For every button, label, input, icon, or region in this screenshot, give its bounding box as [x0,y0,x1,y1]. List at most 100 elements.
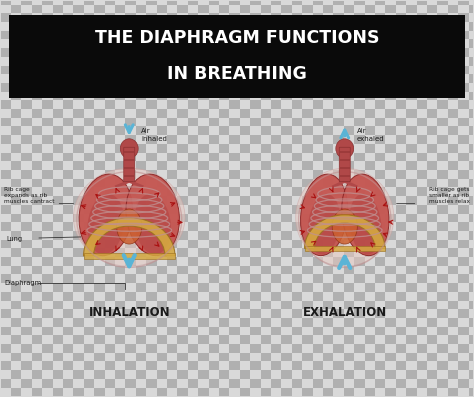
Bar [11,266,21,274]
Bar [0,74,11,83]
Bar [84,387,94,396]
Bar [198,39,209,48]
Bar [94,66,105,74]
Bar [105,39,115,48]
Bar [250,335,261,344]
Bar [146,161,156,170]
Bar [365,353,375,362]
Bar [94,196,105,205]
Bar [240,127,250,135]
Bar [167,187,177,196]
Bar [261,274,271,283]
Bar [240,249,250,257]
Bar [63,257,73,266]
Bar [21,161,32,170]
Bar [427,327,438,335]
Bar [323,214,333,222]
Bar [21,31,32,39]
Bar [417,179,427,187]
Ellipse shape [296,168,394,266]
Bar [396,196,406,205]
Bar [115,327,126,335]
Bar [313,327,323,335]
Bar [302,48,313,57]
Bar [417,309,427,318]
Bar [73,100,84,109]
Bar [323,222,333,231]
Bar [427,92,438,100]
Bar [438,144,448,152]
Bar [115,5,126,13]
Bar [354,222,365,231]
Bar [323,31,333,39]
Bar [333,196,344,205]
Bar [63,335,73,344]
Bar [261,48,271,57]
Bar [271,335,282,344]
Bar [73,66,84,74]
Bar [84,144,94,152]
Bar [84,274,94,283]
Bar [427,152,438,161]
Bar [417,22,427,31]
Bar [427,274,438,283]
Bar [84,39,94,48]
Bar [250,240,261,249]
Bar [469,379,474,387]
Bar [146,370,156,379]
Bar [271,205,282,214]
Bar [458,196,469,205]
Bar [0,109,11,118]
Bar [177,39,188,48]
Bar [177,387,188,396]
Bar [53,57,63,66]
Bar [282,135,292,144]
Bar [136,22,146,31]
Bar [156,118,167,127]
Bar [146,152,156,161]
Bar [427,109,438,118]
Bar [32,0,42,5]
Bar [188,144,198,152]
Bar [126,318,136,327]
Bar [282,327,292,335]
Bar [42,353,53,362]
Bar [469,196,474,205]
Bar [11,187,21,196]
Bar [344,135,354,144]
Bar [42,66,53,74]
Bar [365,152,375,161]
Bar [115,170,126,179]
Bar [32,152,42,161]
Bar [94,353,105,362]
Bar [271,83,282,92]
Bar [354,266,365,274]
Bar [385,152,396,161]
Bar [458,222,469,231]
Bar [261,240,271,249]
Bar [333,74,344,83]
Bar [427,257,438,266]
Bar [313,240,323,249]
Bar [156,92,167,100]
Bar [385,74,396,83]
Bar [250,0,261,5]
Bar [53,274,63,283]
Bar [209,48,219,57]
Bar [136,187,146,196]
Bar [438,231,448,240]
Bar [53,335,63,344]
Bar [42,83,53,92]
Bar [146,379,156,387]
Bar [375,83,385,92]
Bar [438,74,448,83]
Bar [115,249,126,257]
Bar [115,66,126,74]
Bar [21,292,32,301]
Bar [448,22,458,31]
Bar [53,344,63,353]
Bar [11,109,21,118]
Bar [323,179,333,187]
Bar [21,266,32,274]
Bar [209,83,219,92]
